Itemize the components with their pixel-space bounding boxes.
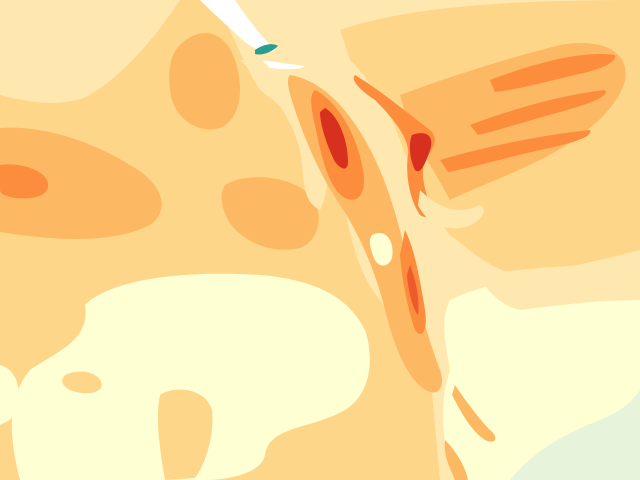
contour-blob-lower-center (157, 389, 213, 480)
contour-ridge-center-light (240, 60, 328, 210)
contour-blob-bottom (320, 456, 352, 480)
contour-plume-left (0, 127, 162, 240)
contour-blob-lower-left (62, 371, 102, 394)
contour-lightzone-lower-left (11, 273, 370, 480)
contour-highlight-center (369, 232, 393, 266)
contour-streak-upper-right-2 (470, 90, 606, 135)
contour-accent-teal (255, 44, 278, 55)
contour-sea (510, 390, 640, 480)
contour-highlight-top (200, 0, 275, 53)
contour-coast-streak-2 (444, 440, 468, 480)
contour-lightzone-top-left (0, 0, 180, 103)
contour-plume-left-core (0, 164, 49, 199)
contour-channel-lower-core (407, 265, 419, 315)
contour-blob-top-center (169, 33, 240, 130)
contour-lightzone-right-mid (480, 262, 640, 310)
contour-core-red-left (320, 108, 348, 169)
contour-accent-teal-light (262, 60, 305, 70)
contour-streak-upper-right-1 (490, 54, 616, 92)
contour-streak-upper-right-3 (440, 130, 591, 172)
contour-delta-arm (353, 75, 435, 217)
contour-lightspot-left-edge (0, 365, 19, 425)
contour-delta-core (409, 133, 432, 172)
contour-blob-center (221, 177, 319, 250)
contour-coast-streak (452, 385, 496, 442)
contour-ribbon-light (418, 190, 484, 229)
